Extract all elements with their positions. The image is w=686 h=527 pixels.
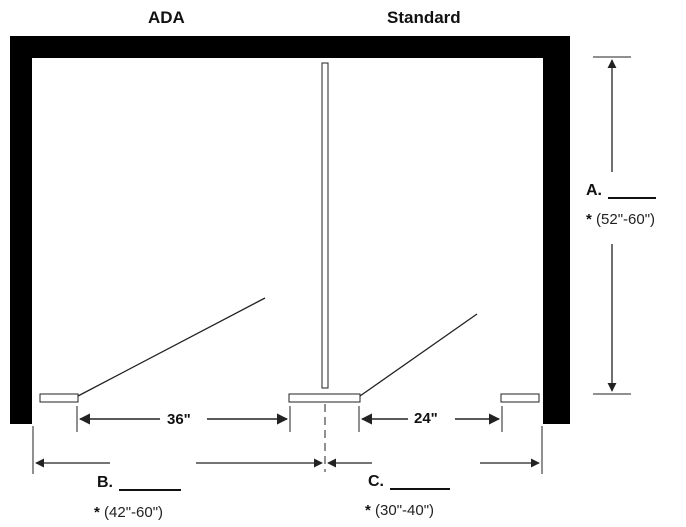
dim-a-range: * (52"-60") <box>586 212 655 227</box>
dim-b-asterisk: * <box>94 504 100 521</box>
partition-base-pilaster <box>288 393 361 403</box>
dim-c-letter: C. <box>368 473 384 490</box>
right-pilaster <box>500 393 540 403</box>
left-pilaster <box>39 393 79 403</box>
standard-door-swing <box>359 313 478 397</box>
left-wall <box>10 36 32 424</box>
dim-a-letter: A. <box>586 182 602 199</box>
right-wall <box>543 36 570 424</box>
dim-c-asterisk: * <box>365 502 371 519</box>
dim-a-range-text: (52"-60") <box>596 211 656 228</box>
ada-heading: ADA <box>148 8 185 27</box>
ada-door-width: 36" <box>167 411 191 428</box>
dim-a-label: A. <box>586 183 656 199</box>
ada-door-swing <box>77 297 266 397</box>
dim-b-letter: B. <box>97 474 113 491</box>
partition-panel <box>321 62 329 389</box>
back-wall <box>10 36 570 58</box>
dim-c-range: * (30"-40") <box>365 503 434 518</box>
dim-b-label: B. <box>97 475 181 491</box>
standard-door-width: 24" <box>414 410 438 427</box>
dim-b-range-text: (42"-60") <box>104 504 164 521</box>
dim-c-range-text: (30"-40") <box>375 502 435 519</box>
standard-heading: Standard <box>387 8 461 27</box>
dim-a-asterisk: * <box>586 211 592 228</box>
dim-c-blank <box>390 474 450 490</box>
dim-c-label: C. <box>368 474 450 490</box>
dim-b-blank <box>119 475 181 491</box>
dim-b-range: * (42"-60") <box>94 505 163 520</box>
dim-a-blank <box>608 183 656 199</box>
